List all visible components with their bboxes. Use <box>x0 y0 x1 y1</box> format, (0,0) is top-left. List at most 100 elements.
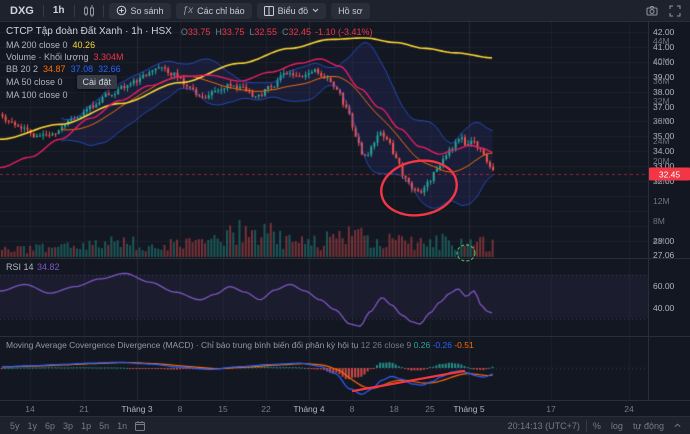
range-button-1y[interactable]: 1y <box>24 420 42 432</box>
range-button-1n[interactable]: 1n <box>113 420 131 432</box>
time-tick: 24 <box>624 404 634 414</box>
indicator-row-volume[interactable]: Volume · Khối lượng 3.304M <box>6 51 373 63</box>
volume-tick: 36M <box>653 76 670 86</box>
log-scale-button[interactable]: log <box>610 420 623 431</box>
ma200-value: 40.26 <box>72 40 96 50</box>
indicator-row-ma50[interactable]: MA 50 close 0 Cài đặt <box>6 75 373 89</box>
chart-area[interactable]: CTCP Tập đoàn Đất Xanh · 1h · HSX O 33.75… <box>0 22 690 416</box>
chevron-up-icon[interactable] <box>670 419 684 433</box>
symbol-title: CTCP Tập đoàn Đất Xanh · 1h · HSX <box>6 26 172 37</box>
fullscreen-icon[interactable] <box>666 3 684 19</box>
ma100-label: MA 100 close 0 <box>6 90 68 100</box>
symbol-button[interactable]: DXG <box>10 4 34 17</box>
compare-label: So sánh <box>130 5 164 16</box>
indicators-button[interactable]: ƒx Các chỉ báo <box>175 2 252 19</box>
pane-separator-macd[interactable] <box>0 336 690 337</box>
ohlc-key: L <box>249 27 255 37</box>
indicator-row-ma100[interactable]: MA 100 close 0 <box>6 89 373 101</box>
rsi-tick: 60.00 <box>653 280 675 291</box>
time-tick: 15 <box>218 404 228 414</box>
indicators-label: Các chỉ báo <box>197 5 245 16</box>
ohlc-key: O <box>180 27 188 37</box>
macd-line-value: -0.26 <box>432 340 452 350</box>
range-buttons: 5y 1y 6p 3p 1p 5n 1n <box>6 420 131 432</box>
volume-tick: 20M <box>653 156 670 166</box>
range-button-5n[interactable]: 5n <box>95 420 113 432</box>
bb-lower-value: 32.66 <box>98 64 121 74</box>
price-tick: 36.00 <box>653 116 675 127</box>
ma50-label: MA 50 close 0 <box>6 77 63 87</box>
price-axis[interactable]: 32.45 42.00 41.00 40.00 39.00 38.00 37.00 36.0… <box>648 22 690 400</box>
indicator-row-ma200[interactable]: MA 200 close 0 40.26 <box>6 39 373 51</box>
ohlc-key: H <box>215 27 222 37</box>
price-tick: 33.00 <box>653 161 675 172</box>
macd-legend[interactable]: Moving Average Covergence Divergence (MA… <box>6 339 474 351</box>
bb-upper-value: 37.08 <box>70 64 94 74</box>
rsi-legend[interactable]: RSI 14 34.82 <box>6 261 60 273</box>
time-tick: 14 <box>25 404 35 414</box>
price-tick: 37.00 <box>653 101 675 112</box>
chevron-down-icon <box>312 8 319 13</box>
ohlc-value: 32.55 <box>254 27 277 37</box>
time-tick: 22 <box>261 404 271 414</box>
layout-grid-icon <box>263 5 274 16</box>
bottom-toolbar: 5y 1y 6p 3p 1p 5n 1n 20:14:13 (UTC+7) % log tự… <box>0 416 690 434</box>
chart-layout-label: Biểu đồ <box>277 5 309 16</box>
macd-title: Moving Average Covergence Divergence (MA… <box>6 340 359 350</box>
range-button-1p[interactable]: 1p <box>77 420 95 432</box>
profile-label: Hồ sơ <box>338 5 363 16</box>
range-button-5y[interactable]: 5y <box>6 420 24 432</box>
candle-style-icon[interactable] <box>80 3 98 19</box>
compare-button[interactable]: So sánh <box>108 2 171 19</box>
time-tick: 8 <box>177 404 183 414</box>
rsi-tick: 40.00 <box>653 302 675 313</box>
range-button-3p[interactable]: 3p <box>59 420 77 432</box>
settings-tooltip: Cài đặt <box>76 75 118 89</box>
price-tick: 39.00 <box>653 71 675 82</box>
volume-tick: 8M <box>653 216 665 226</box>
volume-tick: 32M <box>653 96 670 106</box>
time-tick: 18 <box>389 404 399 414</box>
percent-scale-button[interactable]: % <box>592 420 601 431</box>
time-axis[interactable]: 14 21 Tháng 3 8 15 22 Tháng 4 8 18 25 Tháng 5 17 24 <box>0 400 690 416</box>
price-tick: 32.00 <box>653 176 675 186</box>
ohlc-values: O33.75 H33.75 L32.55 C32.45 <box>176 26 311 38</box>
compare-icon <box>116 5 126 16</box>
toolbar-divider <box>102 4 104 17</box>
last-price-badge: 32.45 <box>649 167 690 181</box>
auto-scale-button[interactable]: tự động <box>632 420 664 431</box>
price-tick: 35.00 <box>653 131 675 142</box>
clock[interactable]: 20:14:13 (UTC+7) <box>507 420 580 431</box>
volume-tick: 16M <box>653 176 670 186</box>
profile-button[interactable]: Hồ sơ <box>331 2 370 19</box>
bb-label: BB 20 2 <box>6 64 39 74</box>
price-tick: 27.06 <box>653 249 675 260</box>
price-tick: 40.00 <box>653 56 675 67</box>
volume-tick: 4M <box>653 236 665 246</box>
interval-button[interactable]: 1h <box>52 5 65 16</box>
symbol-legend-row[interactable]: CTCP Tập đoàn Đất Xanh · 1h · HSX O 33.75… <box>6 25 373 39</box>
footer-divider <box>585 419 587 432</box>
indicator-row-bb[interactable]: BB 20 2 34.87 37.08 32.66 <box>6 63 373 75</box>
volume-tick: 40M <box>653 56 670 66</box>
ohlc-value: 33.75 <box>221 27 245 37</box>
ohlc-value: 32.45 <box>288 27 311 37</box>
camera-icon[interactable] <box>643 3 661 19</box>
time-tick: Tháng 4 <box>293 404 325 414</box>
time-tick: Tháng 3 <box>121 404 153 414</box>
change-value: -1.10 (-3.41%) <box>314 27 373 37</box>
calendar-icon[interactable] <box>133 419 147 433</box>
bb-basis-value: 34.87 <box>43 64 66 74</box>
pane-separator-rsi[interactable] <box>0 258 690 259</box>
time-tick: 17 <box>546 404 556 414</box>
macd-params: 12 26 close 9 <box>360 340 412 350</box>
ma200-label: MA 200 close 0 <box>6 40 68 50</box>
volume-tick: 28M <box>653 116 670 126</box>
time-tick: 8 <box>349 404 355 414</box>
chart-layout-button[interactable]: Biểu đồ <box>256 2 327 19</box>
toolbar-divider <box>42 4 44 17</box>
time-tick: 25 <box>425 404 435 414</box>
range-button-6p[interactable]: 6p <box>41 420 59 432</box>
top-toolbar: DXG 1h So sánh ƒx Các chỉ báo Biểu đồ Hồ… <box>0 0 690 22</box>
